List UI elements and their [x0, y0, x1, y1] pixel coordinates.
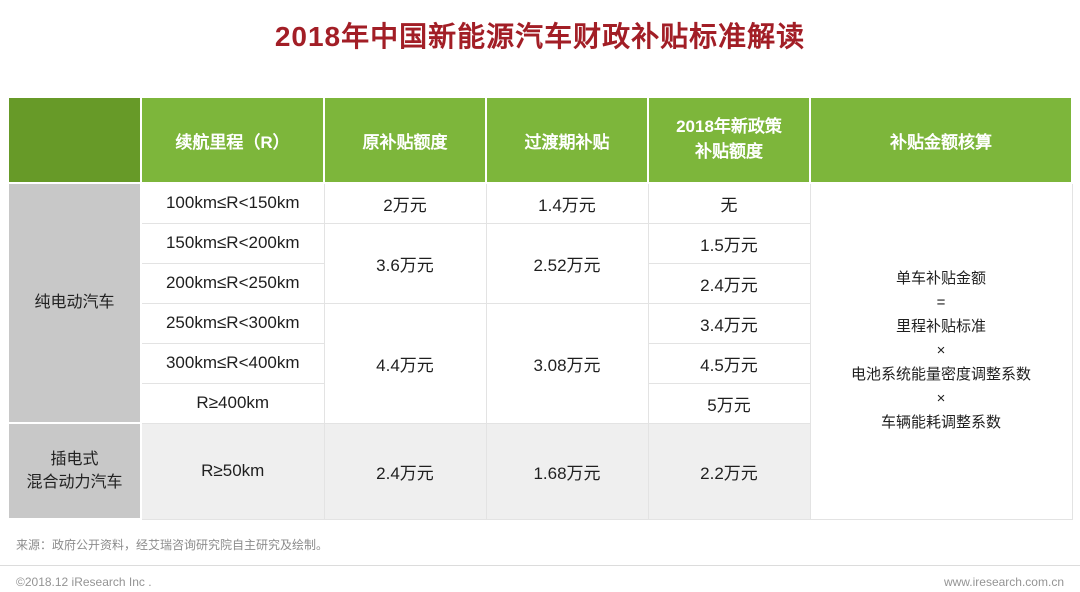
range-cell: 300km≤R<400km: [140, 342, 325, 384]
source-note: 来源：政府公开资料，经艾瑞咨询研究院自主研究及绘制。: [16, 538, 329, 552]
table-row: 300km≤R<400km 4.5万元: [8, 342, 1072, 384]
range-cell: R≥400km: [140, 382, 325, 424]
col-header-subsidy-calc: 补贴金额核算: [809, 96, 1073, 184]
original-subsidy-cell: 3.6万元: [323, 222, 487, 304]
range-cell: R≥50km: [140, 422, 325, 520]
table-row: 250km≤R<300km 4.4万元 3.08万元 3.4万元: [8, 302, 1072, 424]
original-subsidy-cell: 2.4万元: [323, 422, 487, 520]
table-row: 纯电动汽车 100km≤R<150km 2万元 1.4万元 无 单车补贴金额 =…: [7, 182, 1073, 520]
table-row: 200km≤R<250km 2.4万元: [8, 262, 1072, 304]
new-policy-subsidy-cell: 1.5万元: [647, 222, 811, 264]
copyright-text: ©2018.12 iResearch Inc .: [16, 575, 152, 589]
new-policy-subsidy-cell: 4.5万元: [647, 342, 811, 384]
footer-bar: ©2018.12 iResearch Inc . www.iresearch.c…: [0, 566, 1080, 589]
transition-subsidy-cell: 3.08万元: [485, 302, 649, 424]
table-row: 150km≤R<200km 3.6万元 2.52万元 1.5万元: [8, 222, 1072, 304]
page-title: 2018年中国新能源汽车财政补贴标准解读: [274, 21, 806, 52]
new-policy-subsidy-cell: 2.4万元: [647, 262, 811, 304]
col-header-range: 续航里程（R）: [140, 96, 325, 184]
row-group-label-phev: 插电式 混合动力汽车: [7, 422, 142, 520]
original-subsidy-cell: 2万元: [323, 182, 487, 224]
col-header-transition-subsidy: 过渡期补贴: [485, 96, 649, 184]
range-cell: 200km≤R<250km: [140, 262, 325, 304]
table-row: R≥400km 5万元: [8, 382, 1072, 424]
row-group-label-bev: 纯电动汽车: [7, 182, 142, 424]
new-policy-subsidy-cell: 无: [647, 182, 811, 224]
range-cell: 250km≤R<300km: [140, 302, 325, 344]
transition-subsidy-cell: 2.52万元: [485, 222, 649, 304]
table-row: 插电式 混合动力汽车 R≥50km 2.4万元 1.68万元 2.2万元: [7, 422, 1072, 520]
new-policy-subsidy-cell: 3.4万元: [647, 302, 811, 344]
table-corner-cell: [7, 96, 142, 184]
subsidy-table: 续航里程（R） 原补贴额度 过渡期补贴 2018年新政策 补贴额度 补贴金额核算…: [7, 96, 1073, 520]
new-policy-subsidy-cell: 5万元: [647, 382, 811, 424]
table-header-row: 续航里程（R） 原补贴额度 过渡期补贴 2018年新政策 补贴额度 补贴金额核算: [7, 96, 1073, 184]
website-url: www.iresearch.com.cn: [943, 575, 1064, 589]
transition-subsidy-cell: 1.68万元: [485, 422, 649, 520]
new-policy-subsidy-cell: 2.2万元: [647, 422, 811, 520]
subsidy-calc-cell: 单车补贴金额 = 里程补贴标准 × 电池系统能量密度调整系数 × 车辆能耗调整系…: [809, 182, 1073, 520]
transition-subsidy-cell: 1.4万元: [485, 182, 649, 224]
col-header-original-subsidy: 原补贴额度: [323, 96, 487, 184]
range-cell: 150km≤R<200km: [140, 222, 325, 264]
footer-divider: [0, 565, 1080, 566]
col-header-2018-policy: 2018年新政策 补贴额度: [647, 96, 811, 184]
range-cell: 100km≤R<150km: [140, 182, 325, 224]
original-subsidy-cell: 4.4万元: [323, 302, 487, 424]
